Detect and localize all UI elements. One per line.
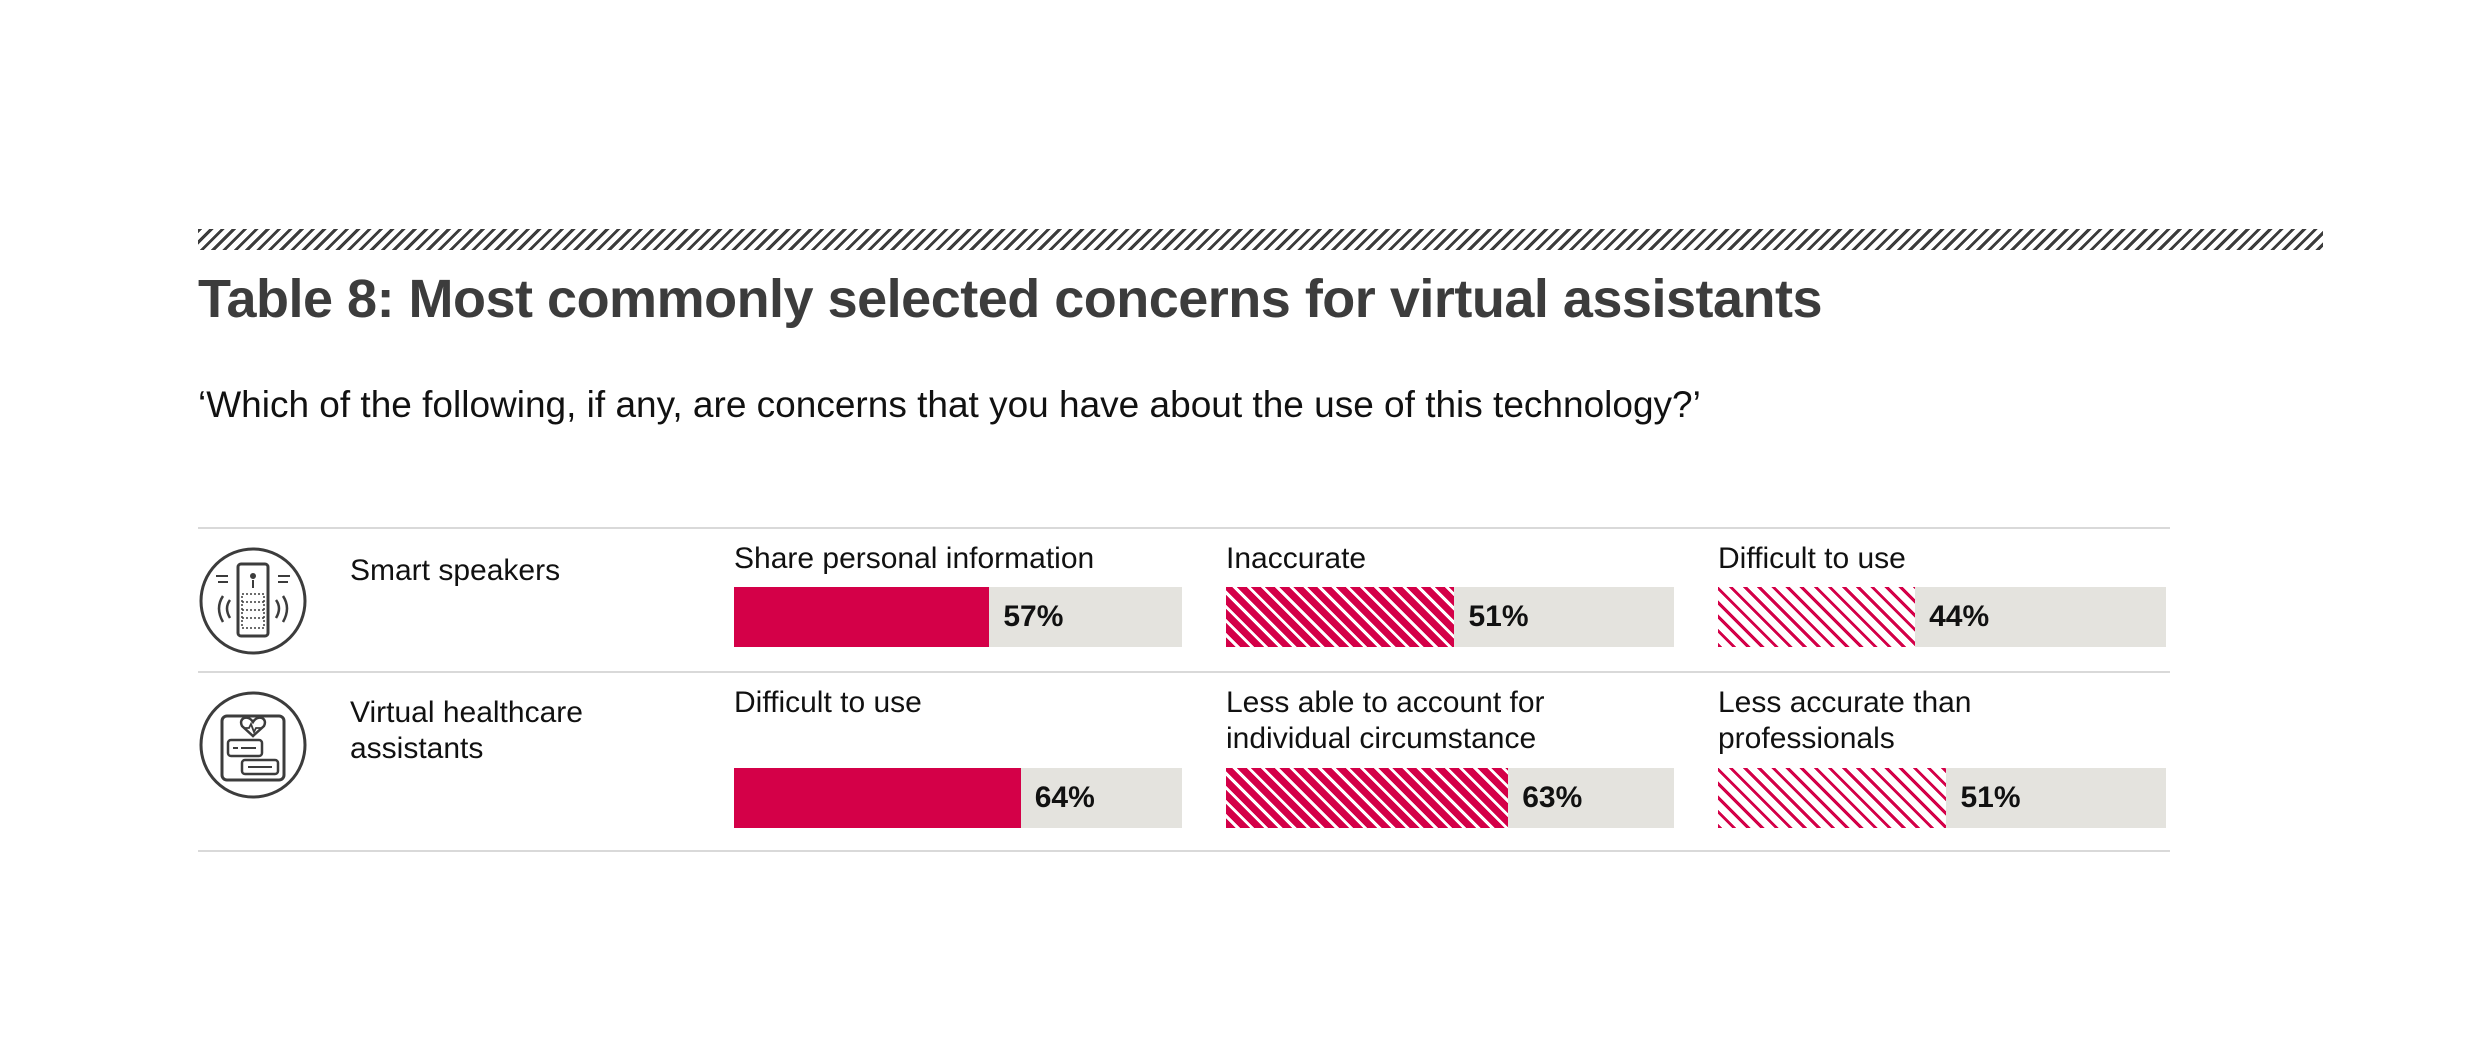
concern-label: Less accurate than professionals <box>1718 686 1972 755</box>
concern-cell: Share personal information 57% <box>734 529 1182 647</box>
concern-label: Less able to account for individual circ… <box>1226 686 1545 755</box>
bar-track: 51% <box>1226 587 1674 647</box>
concern-cell: Less able to account for individual circ… <box>1226 673 1674 828</box>
bar-value-label: 64% <box>1034 781 1095 814</box>
concern-cell: Inaccurate 51% <box>1226 529 1674 647</box>
concern-label: Inaccurate <box>1226 542 1367 575</box>
bar-value-label: 57% <box>1003 600 1064 633</box>
bar-fill <box>734 768 1021 828</box>
bar-fill <box>1226 768 1509 828</box>
bar-track: 57% <box>734 587 1182 647</box>
concern-cell: Less accurate than professionals 51% <box>1718 673 2166 828</box>
row-label-virtual-healthcare-assistants: Virtual healthcare assistants <box>350 696 583 765</box>
bar-fill <box>1718 587 1916 647</box>
bar-value-label: 51% <box>1468 600 1529 633</box>
table-title: Table 8: Most commonly selected concerns… <box>198 269 1823 329</box>
concern-cell: Difficult to use 64% <box>734 673 1182 828</box>
healthcare-assistant-icon <box>199 691 307 799</box>
concern-label: Difficult to use <box>1718 542 1906 575</box>
survey-question: ‘Which of the following, if any, are con… <box>198 384 1701 425</box>
table-row-smart-speakers: Smart speakers Share personal informatio… <box>198 527 2170 671</box>
bar-value-label: 44% <box>1929 600 1990 633</box>
bar-fill <box>1226 587 1455 647</box>
bar-track: 51% <box>1718 768 2166 828</box>
bar-track: 64% <box>734 768 1182 828</box>
concern-cell: Difficult to use 44% <box>1718 529 2166 647</box>
concern-label: Difficult to use <box>734 686 922 719</box>
bar-value-label: 51% <box>1960 781 2021 814</box>
table-row-virtual-healthcare-assistants: Virtual healthcare assistants Difficult … <box>198 671 2170 852</box>
smart-speaker-icon <box>199 547 307 655</box>
bar-fill <box>1718 768 1947 828</box>
hatched-rule <box>198 229 2323 250</box>
concern-label: Share personal information <box>734 542 1095 575</box>
bar-track: 63% <box>1226 768 1674 828</box>
bar-fill <box>734 587 990 647</box>
bar-track: 44% <box>1718 587 2166 647</box>
bar-value-label: 63% <box>1522 781 1583 814</box>
concerns-table: Smart speakers Share personal informatio… <box>198 527 2170 852</box>
row-label-smart-speakers: Smart speakers <box>350 554 561 587</box>
